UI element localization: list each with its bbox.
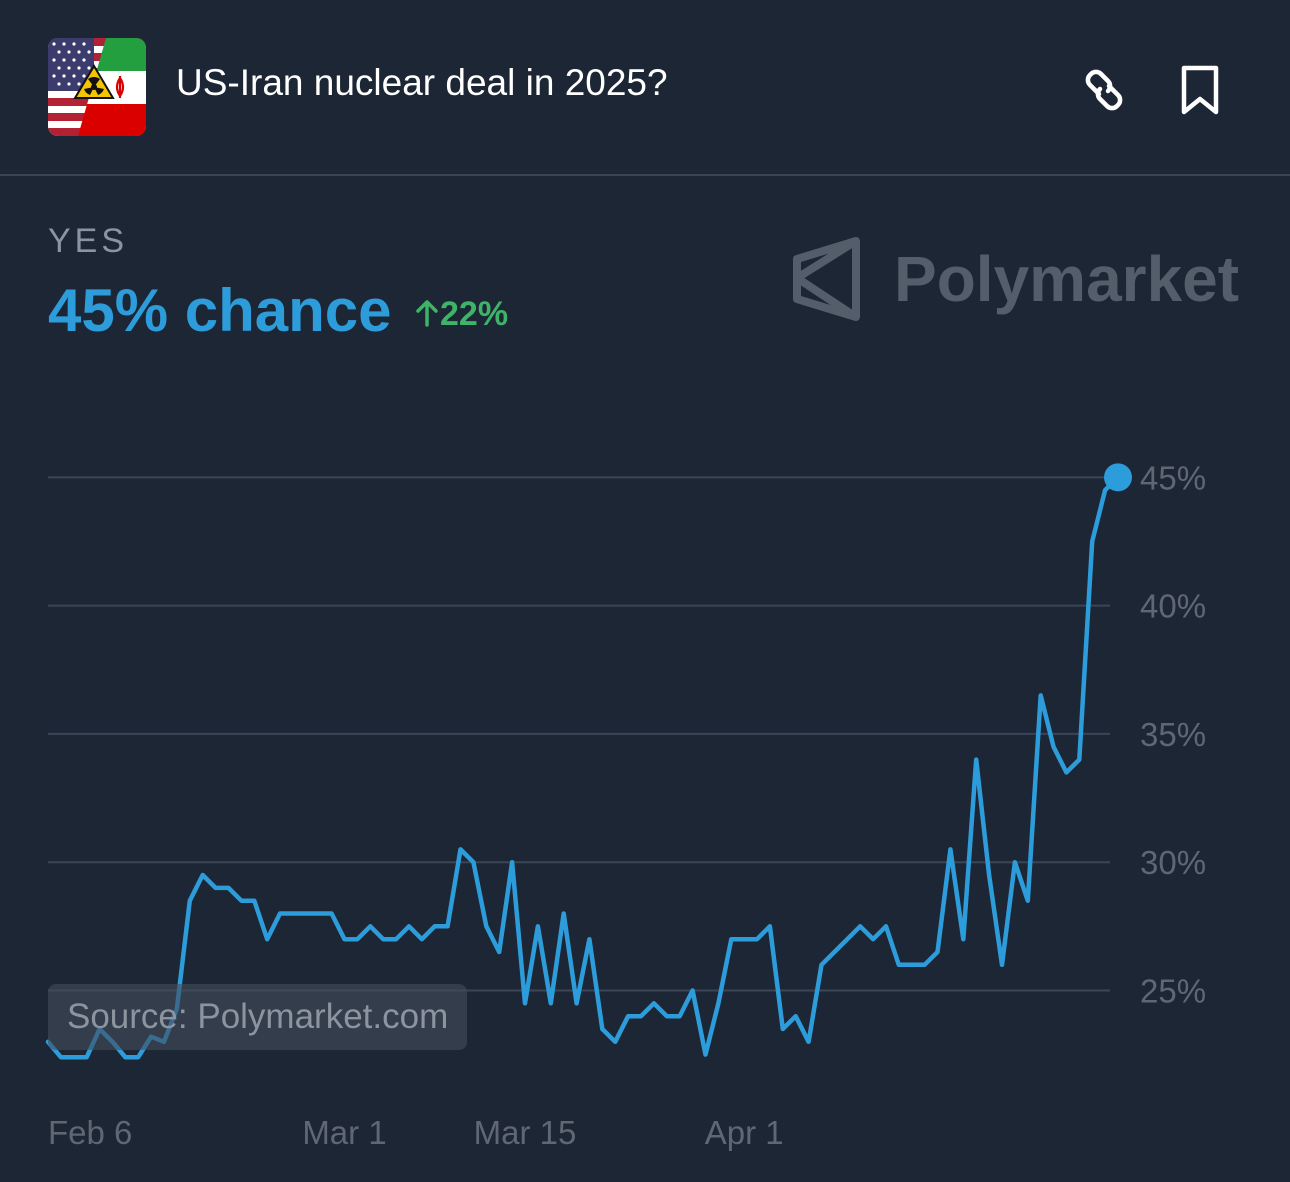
source-label: Source: Polymarket.com [48, 984, 468, 1050]
copy-link-button[interactable] [1076, 62, 1132, 118]
x-tick-label: Feb 6 [48, 1114, 132, 1151]
bookmark-icon [1181, 65, 1219, 115]
us-iran-flag-radiation-icon[interactable] [48, 38, 146, 136]
y-tick-label: 40% [1140, 588, 1206, 625]
y-tick-label: 25% [1140, 972, 1206, 1009]
change-value: 22% [440, 295, 509, 333]
probability-chart: 25% 30% 35% 40% 45% Feb 6 Mar 1 Mar 15 Apr 1 [45, 459, 1206, 1151]
x-tick-label: Mar 1 [302, 1114, 386, 1151]
series-line [45, 475, 1121, 1060]
chance-value: 45% chance [48, 277, 392, 344]
bookmark-button[interactable] [1174, 62, 1226, 118]
y-tick-label: 35% [1140, 716, 1206, 753]
brand-name: Polymarket [894, 243, 1240, 315]
chance-row: 45% chance 22% [48, 276, 508, 345]
x-tick-label: Apr 1 [705, 1114, 784, 1151]
arrow-up-icon [416, 300, 438, 327]
outcome-label: YES [48, 222, 129, 260]
x-tick-label: Mar 15 [474, 1114, 577, 1151]
market-header: US-Iran nuclear deal in 2025? [0, 0, 1290, 176]
polymarket-logo-icon [793, 237, 860, 321]
market-title: US-Iran nuclear deal in 2025? [176, 62, 668, 103]
last-point-marker [1104, 463, 1132, 492]
y-tick-label: 45% [1140, 459, 1206, 496]
y-tick-label: 30% [1140, 844, 1206, 881]
change-indicator: 22% [414, 295, 508, 334]
link-icon [1085, 69, 1123, 111]
